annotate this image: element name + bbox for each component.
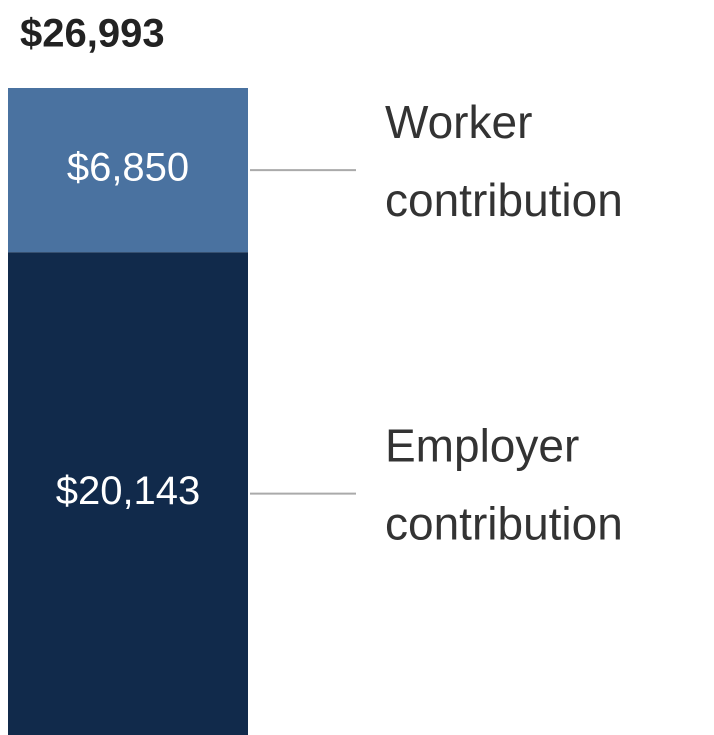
total-label: $26,993 [20,12,165,56]
legend-label: Worker contribution [385,96,623,226]
legend-label: Employer contribution [385,420,623,550]
value-label: $20,143 [56,469,201,513]
bar-segment [8,252,248,735]
bar-segment [8,88,248,253]
value-label: $6,850 [67,146,189,190]
